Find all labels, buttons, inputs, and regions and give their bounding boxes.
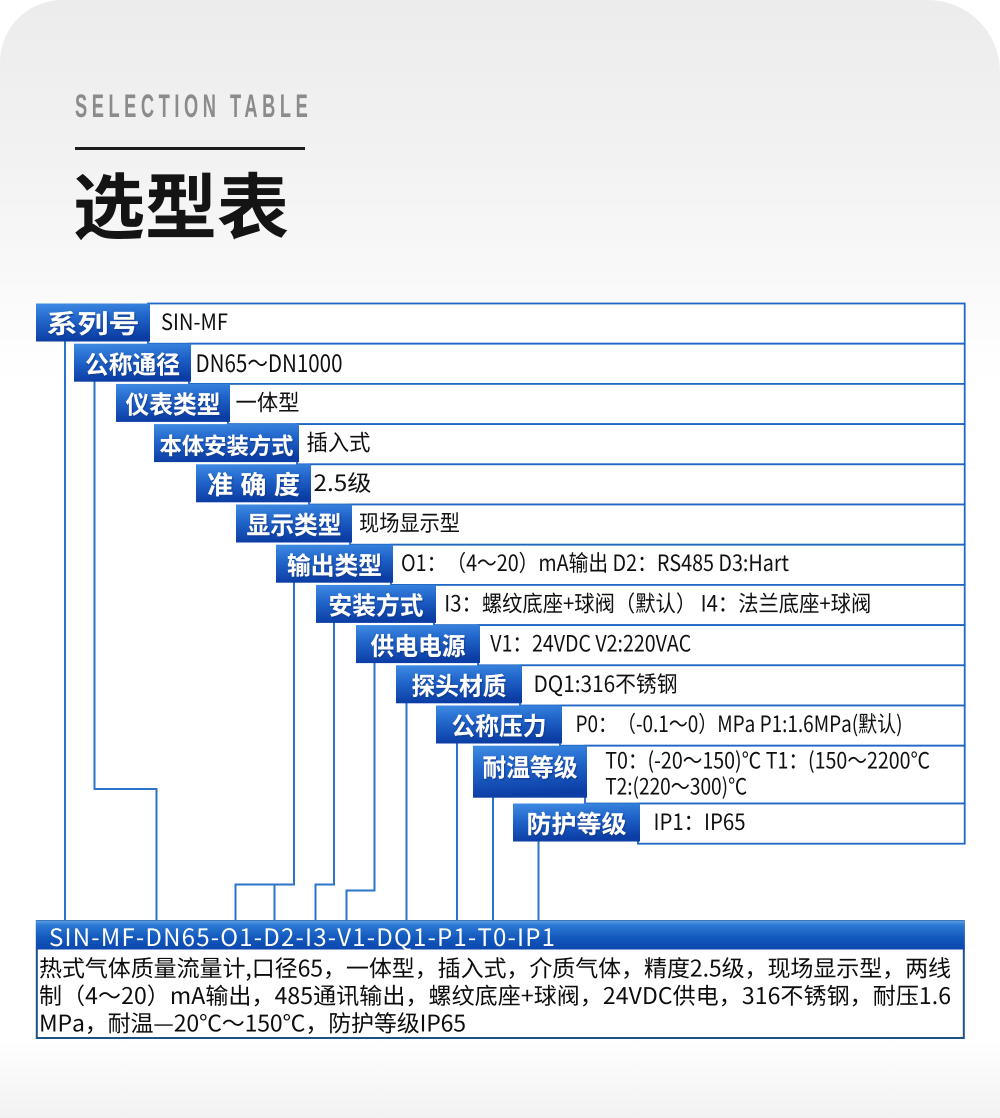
svg-text:MPa，耐温—20℃～150℃，防护等级IP65: MPa，耐温—20℃～150℃，防护等级IP65 [39, 1005, 466, 1039]
svg-text:I3：螺纹底座+球阀（默认） I4：法兰底座+球阀: I3：螺纹底座+球阀（默认） I4：法兰底座+球阀 [444, 586, 871, 618]
svg-text:T2:(220～300)℃: T2:(220～300)℃ [605, 770, 747, 802]
svg-text:2.5级: 2.5级 [314, 466, 372, 498]
svg-text:V1：24VDC V2:220VAC: V1：24VDC V2:220VAC [490, 627, 691, 659]
svg-text:系列号: 系列号 [47, 304, 140, 341]
svg-text:防护等级: 防护等级 [527, 805, 627, 841]
svg-text:耐温等级: 耐温等级 [483, 749, 578, 785]
svg-text:IP1：IP65: IP1：IP65 [654, 805, 746, 837]
svg-text:显示类型: 显示类型 [247, 506, 342, 542]
svg-text:P0：（-0.1～0）MPa P1:1.6MPa(默认): P0：（-0.1～0）MPa P1:1.6MPa(默认) [576, 707, 903, 739]
svg-text:制（4～20）mA输出，485通讯输出，螺纹底座+球阀，24: 制（4～20）mA输出，485通讯输出，螺纹底座+球阀，24VDC供电，316不… [39, 977, 951, 1011]
svg-text:SIN-MF: SIN-MF [161, 305, 228, 337]
svg-text:T0：(-20～150)℃ T1：(150～2200℃: T0：(-20～150)℃ T1：(150～2200℃ [605, 744, 930, 776]
svg-text:仪表类型: 仪表类型 [126, 386, 221, 422]
svg-text:供电电源: 供电电源 [371, 627, 466, 663]
svg-text:本体安装方式: 本体安装方式 [160, 427, 294, 461]
svg-text:公称通径: 公称通径 [85, 345, 180, 381]
svg-text:O1：（4～20）mA输出 D2：RS485 D3:Hart: O1：（4～20）mA输出 D2：RS485 D3:Hart [401, 546, 789, 578]
svg-text:一体型: 一体型 [236, 385, 300, 417]
svg-text:准 确 度: 准 确 度 [207, 465, 300, 502]
svg-text:插入式: 插入式 [307, 426, 371, 458]
svg-text:SIN-MF-DN65-O1-D2-I3-V1-DQ1-P1: SIN-MF-DN65-O1-D2-I3-V1-DQ1-P1-T0-IP1 [49, 918, 555, 953]
svg-text:探头材质: 探头材质 [412, 667, 507, 703]
svg-text:DQ1:316不锈钢: DQ1:316不锈钢 [534, 667, 678, 699]
svg-text:公称压力: 公称压力 [452, 707, 547, 743]
svg-text:安装方式: 安装方式 [329, 587, 424, 623]
svg-text:DN65～DN1000: DN65～DN1000 [196, 344, 343, 379]
svg-text:热式气体质量流量计,口径65，一体型，插入式，介质气体，精度: 热式气体质量流量计,口径65，一体型，插入式，介质气体，精度2.5级，现场显示型… [39, 950, 951, 984]
svg-text:现场显示型: 现场显示型 [359, 506, 460, 538]
svg-text:输出类型: 输出类型 [287, 547, 382, 583]
